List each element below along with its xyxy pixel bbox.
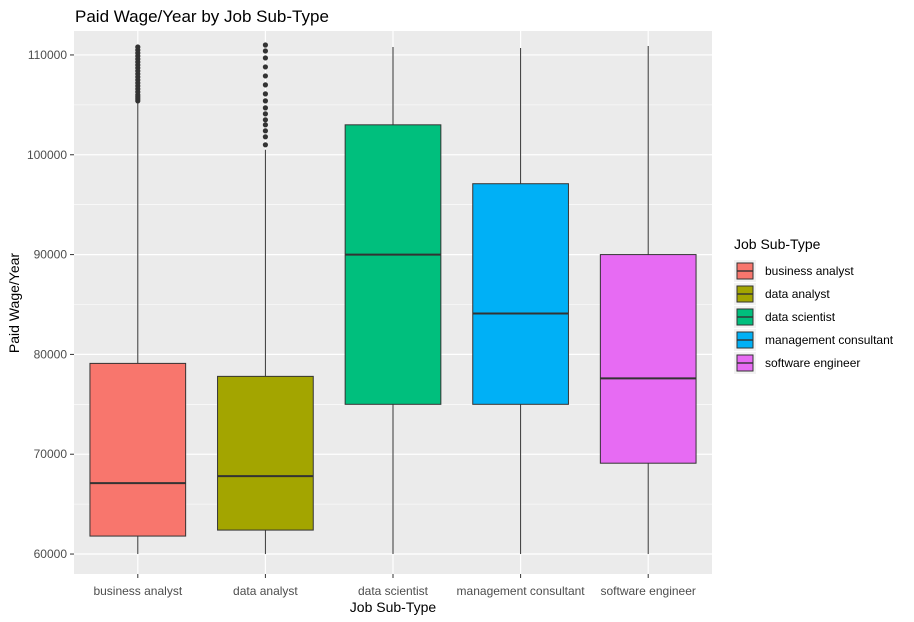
outlier-point <box>262 82 268 88</box>
x-tick-label: business analyst <box>93 584 182 598</box>
y-tick-label: 80000 <box>34 347 68 361</box>
outlier-point <box>262 98 268 104</box>
legend-entry: data scientist <box>734 306 836 328</box>
y-tick-label: 90000 <box>34 248 68 262</box>
outlier-point <box>262 48 268 54</box>
box-business-analyst <box>89 44 187 555</box>
legend-label: data analyst <box>765 287 830 301</box>
outlier-point <box>135 44 141 50</box>
y-tick-label: 100000 <box>27 148 67 162</box>
x-tick-label: management consultant <box>457 584 586 598</box>
legend-label: management consultant <box>765 333 894 347</box>
box-data-analyst <box>217 42 314 555</box>
x-axis-title: Job Sub-Type <box>350 599 437 615</box>
outlier-point <box>262 117 268 123</box>
box-body <box>599 254 697 464</box>
x-tick-label: data analyst <box>233 584 298 598</box>
box-series <box>89 42 697 555</box>
legend: Job Sub-Type business analyst data analys… <box>734 236 894 374</box>
outlier-point <box>262 64 268 70</box>
y-tick-label: 70000 <box>34 447 68 461</box>
legend-entry: software engineer <box>734 352 860 374</box>
box-software-engineer <box>599 45 697 555</box>
outlier-point <box>262 42 268 48</box>
y-axis-title: Paid Wage/Year <box>6 253 22 353</box>
outlier-point <box>262 128 268 134</box>
x-tick-label: software engineer <box>601 584 696 598</box>
outlier-point <box>262 91 268 97</box>
legend-entry: business analyst <box>734 260 854 282</box>
outlier-point <box>262 142 268 148</box>
chart-title: Paid Wage/Year by Job Sub-Type <box>75 7 329 26</box>
legend-title: Job Sub-Type <box>734 236 821 252</box>
outlier-point <box>262 122 268 128</box>
box-body <box>472 183 569 405</box>
outlier-point <box>262 55 268 61</box>
legend-label: data scientist <box>765 310 836 324</box>
outlier-point <box>262 111 268 117</box>
y-tick-label: 60000 <box>34 547 68 561</box>
outlier-point <box>262 105 268 111</box>
legend-entry: management consultant <box>734 329 894 351</box>
x-tick-label: data scientist <box>358 584 429 598</box>
legend-entry: data analyst <box>734 283 830 305</box>
outlier-point <box>262 134 268 140</box>
y-axis: 60000 70000 80000 90000 100000 110000 <box>27 48 74 561</box>
box-body <box>217 375 314 531</box>
legend-label: software engineer <box>765 356 860 370</box>
outlier-point <box>262 73 268 79</box>
box-body <box>89 362 187 537</box>
legend-label: business analyst <box>765 264 854 278</box>
box-management-consultant <box>472 47 569 555</box>
box-data-scientist <box>344 46 442 555</box>
y-tick-label: 110000 <box>28 48 67 62</box>
x-axis: business analyst data analyst data scienti… <box>93 574 696 598</box>
box-body <box>344 124 442 405</box>
